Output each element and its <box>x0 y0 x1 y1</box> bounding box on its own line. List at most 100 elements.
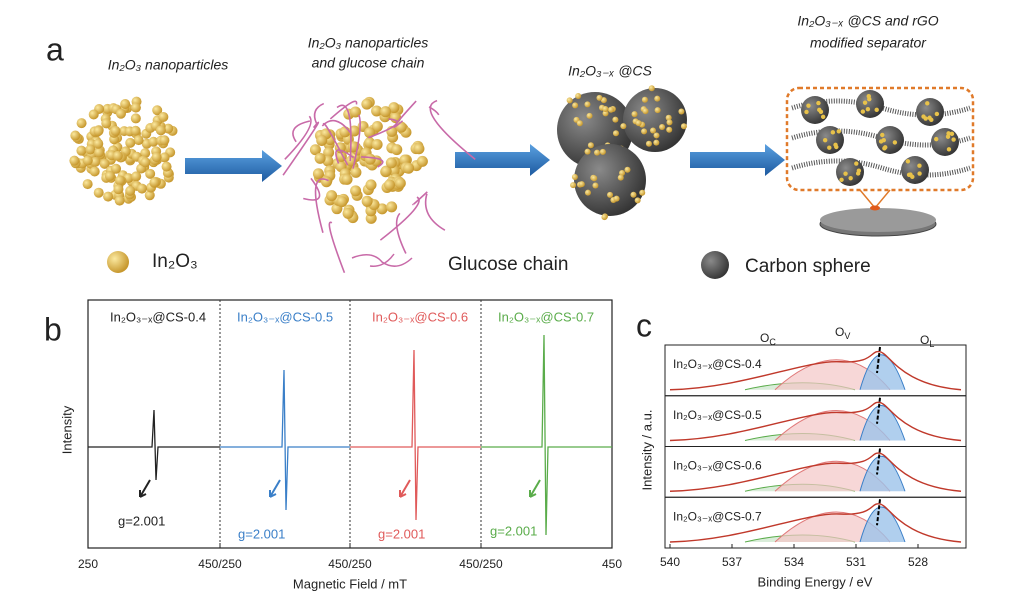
stage-label: modified separator <box>810 35 927 51</box>
particle <box>140 157 151 168</box>
particle <box>390 112 402 124</box>
sample-label: In₂O₃₋ₓ@CS-0.6 <box>673 459 762 473</box>
glucose-chain <box>314 178 329 233</box>
particle <box>371 120 383 132</box>
spot <box>870 205 880 211</box>
particle <box>312 168 324 180</box>
particle <box>341 173 353 185</box>
stage-label: In₂O₃₋ₓ @CS and rGO <box>797 13 938 29</box>
particle <box>617 174 624 181</box>
particle <box>361 98 373 110</box>
arrow <box>529 479 541 498</box>
g-label: g=2.001 <box>118 513 165 528</box>
particle <box>371 105 383 117</box>
particle <box>949 131 955 137</box>
particle <box>607 191 614 198</box>
x-tick-label: 540 <box>660 555 680 569</box>
glucose-chain <box>292 120 311 143</box>
particle <box>380 165 392 177</box>
particle <box>880 132 885 138</box>
particle <box>678 108 685 115</box>
spectrum <box>88 409 220 481</box>
x-tick-label: 534 <box>784 555 804 569</box>
particle <box>613 195 620 202</box>
particle <box>137 183 148 194</box>
glucose-chain <box>395 212 407 254</box>
peak-subscript: L <box>929 339 934 349</box>
arrow <box>690 144 785 176</box>
peak-label: OC <box>760 331 776 347</box>
particle <box>865 106 871 112</box>
particle <box>99 158 110 169</box>
particle <box>592 182 599 189</box>
particle <box>925 101 930 106</box>
particle <box>148 136 159 147</box>
particle <box>125 185 136 196</box>
particle <box>827 145 832 150</box>
particle <box>806 103 811 108</box>
particle <box>576 120 583 127</box>
stage-label: In₂O₃₋ₓ @CS <box>568 63 652 79</box>
carbon-sphere <box>856 90 884 118</box>
glucose-chain <box>352 114 361 169</box>
peak-subscript: C <box>769 337 776 347</box>
particle <box>883 145 888 150</box>
particle <box>917 171 922 176</box>
particle <box>130 125 141 136</box>
legend-label: In₂O₃ <box>152 251 198 272</box>
panel-label: c <box>636 307 652 343</box>
particle <box>112 150 123 161</box>
peak-marker <box>876 448 881 475</box>
ol-peak <box>859 354 906 390</box>
peak-symbol: O <box>920 333 929 347</box>
g-label: g=2.001 <box>490 523 537 538</box>
carbon-sphere <box>901 156 929 184</box>
particle <box>394 177 406 189</box>
x-tick-label: 531 <box>846 555 866 569</box>
envelope <box>669 452 962 492</box>
particle <box>159 152 170 163</box>
particle <box>578 181 585 188</box>
y-axis-label: Intensity / a.u. <box>639 410 654 491</box>
particle <box>654 95 661 102</box>
particle <box>336 196 348 208</box>
particle <box>584 101 591 108</box>
spectrum <box>220 369 350 511</box>
ol-peak <box>859 506 906 543</box>
particle <box>383 179 395 191</box>
legend-icon <box>701 251 729 279</box>
envelope <box>669 350 962 391</box>
particle <box>130 102 141 113</box>
particle <box>365 179 377 191</box>
peak-symbol: O <box>760 331 769 345</box>
particle <box>917 163 922 168</box>
y-axis-label: Intensity <box>59 405 74 454</box>
stage-label: In₂O₃ nanoparticles <box>108 57 229 73</box>
particle <box>149 177 160 188</box>
glucose-chain <box>313 102 325 124</box>
x-tick-label: 537 <box>722 555 742 569</box>
particle <box>639 189 646 196</box>
particle <box>316 134 328 146</box>
particle <box>570 182 577 189</box>
particle <box>152 105 163 116</box>
panel-c: c In₂O₃₋ₓ@CS-0.4 In₂O₃₋ₓ@CS-0.5 In₂O₃₋ₓ@CS… <box>636 307 967 589</box>
particle <box>833 142 838 148</box>
panel-a: a In₂O₃ nanoparticles In₂O₃ nanoparticles… <box>46 13 975 279</box>
x-tick-label: 528 <box>908 555 928 569</box>
x-axis-label: Binding Energy / eV <box>758 574 873 589</box>
particle <box>951 137 956 142</box>
particle <box>666 126 673 133</box>
particle <box>130 113 141 124</box>
glucose-chain <box>322 122 349 166</box>
particle <box>94 147 105 158</box>
particle <box>76 118 87 129</box>
sample-label: In₂O₃₋ₓ@CS-0.7 <box>498 309 594 324</box>
particle <box>93 138 104 149</box>
particle <box>161 161 172 172</box>
sample-label: In₂O₃₋ₓ@CS-0.5 <box>237 309 333 324</box>
particle <box>158 111 169 122</box>
peak-marker <box>876 397 881 424</box>
ol-peak <box>859 456 906 492</box>
